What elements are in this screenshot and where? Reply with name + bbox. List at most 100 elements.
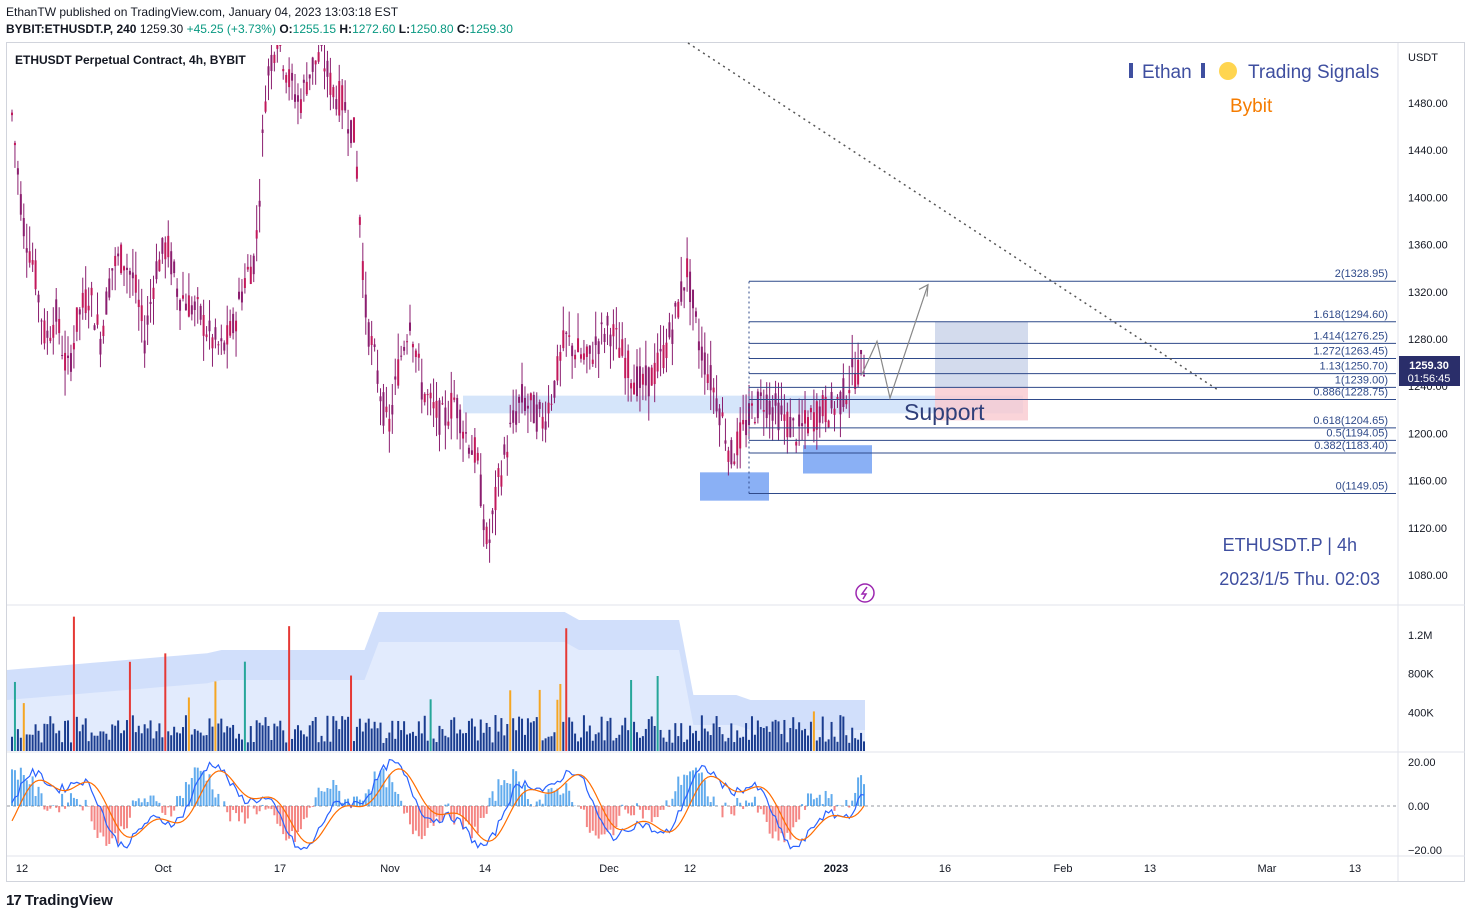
- candle-body: [703, 352, 706, 375]
- volume-bar: [264, 717, 267, 751]
- volume-bar: [783, 719, 786, 751]
- projection-path[interactable]: [861, 284, 929, 401]
- macd-histogram-bar: [444, 804, 447, 806]
- macd-histogram-bar: [40, 793, 43, 806]
- macd-histogram-bar: [771, 806, 774, 839]
- volume-bar: [609, 717, 612, 751]
- volume-bar: [635, 732, 638, 751]
- candle-body: [37, 294, 40, 303]
- volume-bar: [857, 739, 860, 751]
- candle-body: [341, 85, 344, 111]
- high-label: H:: [339, 22, 353, 36]
- macd-histogram-bar: [594, 806, 597, 836]
- candle-body: [429, 392, 432, 399]
- candle-body: [364, 294, 367, 318]
- price-tag-countdown: 01:56:45: [1408, 373, 1451, 385]
- macd-histogram-bar: [860, 775, 863, 806]
- candle-body: [494, 486, 497, 511]
- footer-brand[interactable]: 17 TradingView: [6, 892, 113, 909]
- candle-body: [804, 410, 807, 424]
- candle-body: [414, 350, 417, 358]
- candle-body: [232, 313, 235, 334]
- macd-histogram-bar: [58, 806, 61, 813]
- macd-histogram-bar: [756, 806, 759, 813]
- macd-histogram-bar: [167, 806, 170, 808]
- macd-histogram-bar: [64, 806, 67, 809]
- volume-bar: [87, 741, 90, 751]
- candle-body: [860, 349, 863, 355]
- macd-histogram-bar: [403, 806, 406, 814]
- macd-histogram-bar: [46, 806, 49, 811]
- macd-histogram-bar: [187, 784, 190, 806]
- candle-body: [264, 101, 267, 112]
- volume-bar: [187, 697, 190, 751]
- candle-body: [624, 357, 627, 379]
- volume-bar: [67, 720, 70, 751]
- candle-body: [299, 99, 302, 113]
- macd-histogram-bar: [90, 806, 93, 822]
- candle-body: [863, 375, 865, 377]
- macd-histogram-bar: [694, 767, 697, 806]
- volume-bar: [777, 721, 780, 751]
- macd-histogram-bar: [61, 793, 64, 806]
- stop-box[interactable]: [935, 387, 1028, 421]
- candle-body: [202, 314, 205, 336]
- time-tick-label: 12: [16, 863, 28, 875]
- volume-bar: [72, 616, 75, 751]
- candle-body: [653, 362, 656, 385]
- candle-body: [229, 321, 232, 336]
- candle-body: [851, 358, 854, 368]
- candle-body: [579, 354, 582, 359]
- volume-bar: [131, 715, 134, 751]
- macd-histogram-bar: [13, 770, 16, 806]
- candle-body: [181, 295, 184, 299]
- macd-histogram-bar: [75, 798, 78, 806]
- candle-body: [376, 370, 379, 384]
- volume-bar: [329, 741, 332, 751]
- fib-level-label: 0.382(1183.40): [1314, 440, 1388, 452]
- volume-bar: [308, 725, 311, 751]
- volume-bar: [311, 720, 314, 751]
- candle-body: [394, 376, 397, 380]
- lightning-icon[interactable]: [855, 583, 875, 603]
- volume-bar: [774, 719, 777, 751]
- macd-histogram-bar: [411, 806, 414, 835]
- macd-histogram-bar: [49, 806, 52, 809]
- volume-bar: [199, 732, 202, 751]
- volume-bar: [644, 728, 647, 751]
- volume-bar: [302, 734, 305, 751]
- macd-histogram-bar: [674, 791, 677, 806]
- volume-bar: [836, 741, 839, 751]
- candle-body: [824, 396, 827, 423]
- volume-bar: [420, 733, 423, 751]
- target-box[interactable]: [935, 321, 1028, 388]
- candle-body: [379, 396, 382, 402]
- volume-bar: [299, 730, 302, 751]
- macd-histogram-bar: [765, 806, 768, 822]
- macd-histogram-bar: [827, 798, 830, 806]
- macd-histogram-bar: [11, 769, 13, 806]
- volume-bar: [450, 719, 453, 751]
- macd-histogram-bar: [453, 806, 456, 825]
- candle-body: [644, 365, 647, 386]
- macd-histogram-bar: [668, 806, 671, 807]
- candle-body: [650, 367, 653, 386]
- volume-bar: [291, 738, 294, 751]
- volume-bar: [482, 732, 485, 751]
- demand-box-right[interactable]: [803, 445, 872, 474]
- candle-body: [521, 384, 524, 403]
- macd-histogram-bar: [812, 799, 815, 806]
- macd-histogram-bar: [240, 806, 243, 813]
- demand-box-left[interactable]: [700, 472, 769, 501]
- candle-body: [518, 396, 521, 403]
- time-tick-label: 12: [684, 863, 696, 875]
- volume-bar: [25, 734, 28, 751]
- brand-tagline: Trading Signals: [1248, 62, 1379, 83]
- macd-histogram-bar: [798, 806, 801, 820]
- volume-bar: [638, 737, 641, 751]
- candle-body: [408, 322, 411, 331]
- macd-histogram-bar: [423, 806, 426, 836]
- candle-body: [105, 291, 108, 315]
- chart-frame[interactable]: [6, 42, 1465, 882]
